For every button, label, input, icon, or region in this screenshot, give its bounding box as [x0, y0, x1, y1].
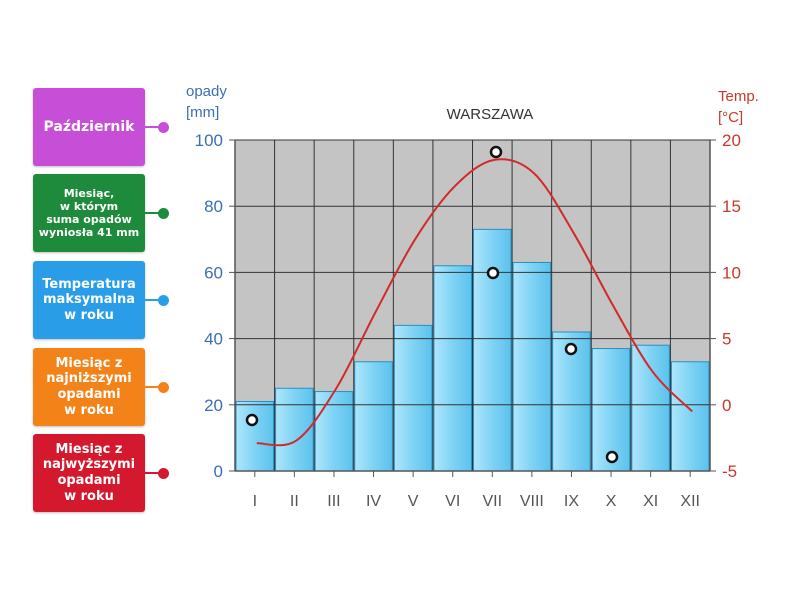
right-tick-label: 20: [722, 131, 741, 150]
label-temp-max-connector: [145, 299, 162, 301]
x-tick-label-VI: VI: [445, 493, 460, 510]
x-tick-label-VIII: VIII: [520, 493, 544, 510]
x-tick-label-II: II: [290, 493, 299, 510]
label-temp-max[interactable]: Temperatura maksymalna w roku: [33, 261, 145, 339]
x-tick-label-IX: IX: [564, 493, 579, 510]
label-miesiac-41mm-handle[interactable]: [158, 207, 169, 219]
left-tick-label: 80: [204, 197, 223, 216]
precip-bar-V: [393, 324, 433, 472]
label-pazdziernik-connector: [145, 126, 162, 128]
right-tick-label: -5: [722, 462, 737, 481]
label-najwyzsze-text: Miesiąc z najwyższymi opadami w roku: [42, 441, 136, 504]
precip-bar-X: [591, 348, 631, 472]
drop-marker-5[interactable]: [605, 450, 619, 464]
precip-bar-III: [314, 391, 354, 472]
x-tick-label-XI: XI: [643, 493, 658, 510]
right-axis-label-line1: Temp.: [718, 88, 759, 105]
label-miesiac-41mm-connector: [145, 212, 162, 214]
left-tick-label: 100: [195, 131, 223, 150]
label-najwyzsze-connector: [145, 472, 162, 474]
x-tick-label-IV: IV: [366, 493, 381, 510]
right-tick-label: 5: [722, 330, 731, 349]
label-miesiac-41mm[interactable]: Miesiąc, w którym suma opadów wyniosła 4…: [33, 174, 145, 252]
left-tick-label: 0: [214, 462, 223, 481]
precip-bar-XII: [670, 361, 710, 472]
label-pazdziernik-handle[interactable]: [158, 121, 169, 133]
x-tick-label-XII: XII: [680, 493, 700, 510]
label-miesiac-41mm-text: Miesiąc, w którym suma opadów wyniosła 4…: [38, 186, 140, 240]
label-najnizsze-connector: [145, 386, 162, 388]
x-tick-label-X: X: [606, 493, 617, 510]
left-tick-label: 20: [204, 396, 223, 415]
drop-markers[interactable]: [245, 145, 619, 464]
drop-marker-1[interactable]: [245, 413, 259, 427]
x-tick-label-V: V: [408, 493, 419, 510]
drop-marker-4[interactable]: [564, 342, 578, 356]
label-najwyzsze[interactable]: Miesiąc z najwyższymi opadami w roku: [33, 434, 145, 512]
x-tick-label-I: I: [253, 493, 257, 510]
precip-bar-VIII: [512, 261, 552, 472]
label-najwyzsze-handle[interactable]: [158, 467, 169, 479]
label-pazdziernik[interactable]: Październik: [33, 88, 145, 166]
label-najnizsze-text: Miesiąc z najniższymi opadami w roku: [46, 355, 132, 418]
label-temp-max-handle[interactable]: [158, 294, 169, 306]
temperature-series: [256, 158, 693, 447]
drop-marker-2[interactable]: [489, 145, 503, 159]
label-najnizsze[interactable]: Miesiąc z najniższymi opadami w roku: [33, 348, 145, 426]
left-tick-label: 40: [204, 330, 223, 349]
precip-bar-IV: [354, 361, 393, 472]
right-tick-label: 10: [722, 263, 741, 282]
label-najnizsze-handle[interactable]: [158, 381, 169, 393]
x-tick-label-VII: VII: [483, 493, 503, 510]
label-pazdziernik-text: Październik: [43, 118, 135, 135]
precip-bar-I: [235, 400, 275, 472]
temperature-line: [256, 158, 693, 447]
precip-bar-VII: [473, 228, 512, 472]
x-tick-label-III: III: [327, 493, 340, 510]
chart-title: WARSZAWA: [447, 106, 534, 123]
precip-bar-XI: [631, 344, 670, 472]
label-temp-max-text: Temperatura maksymalna w roku: [42, 276, 136, 323]
left-axis-label-line2: [mm]: [186, 104, 219, 121]
right-tick-label: 15: [722, 197, 741, 216]
left-tick-label: 60: [204, 263, 223, 282]
right-axis-label-line2: [°C]: [718, 109, 743, 126]
right-tick-label: 0: [722, 396, 731, 415]
left-axis-label-line1: opady: [186, 83, 227, 100]
precip-bar-VI: [433, 265, 472, 472]
drop-marker-3[interactable]: [486, 266, 500, 280]
